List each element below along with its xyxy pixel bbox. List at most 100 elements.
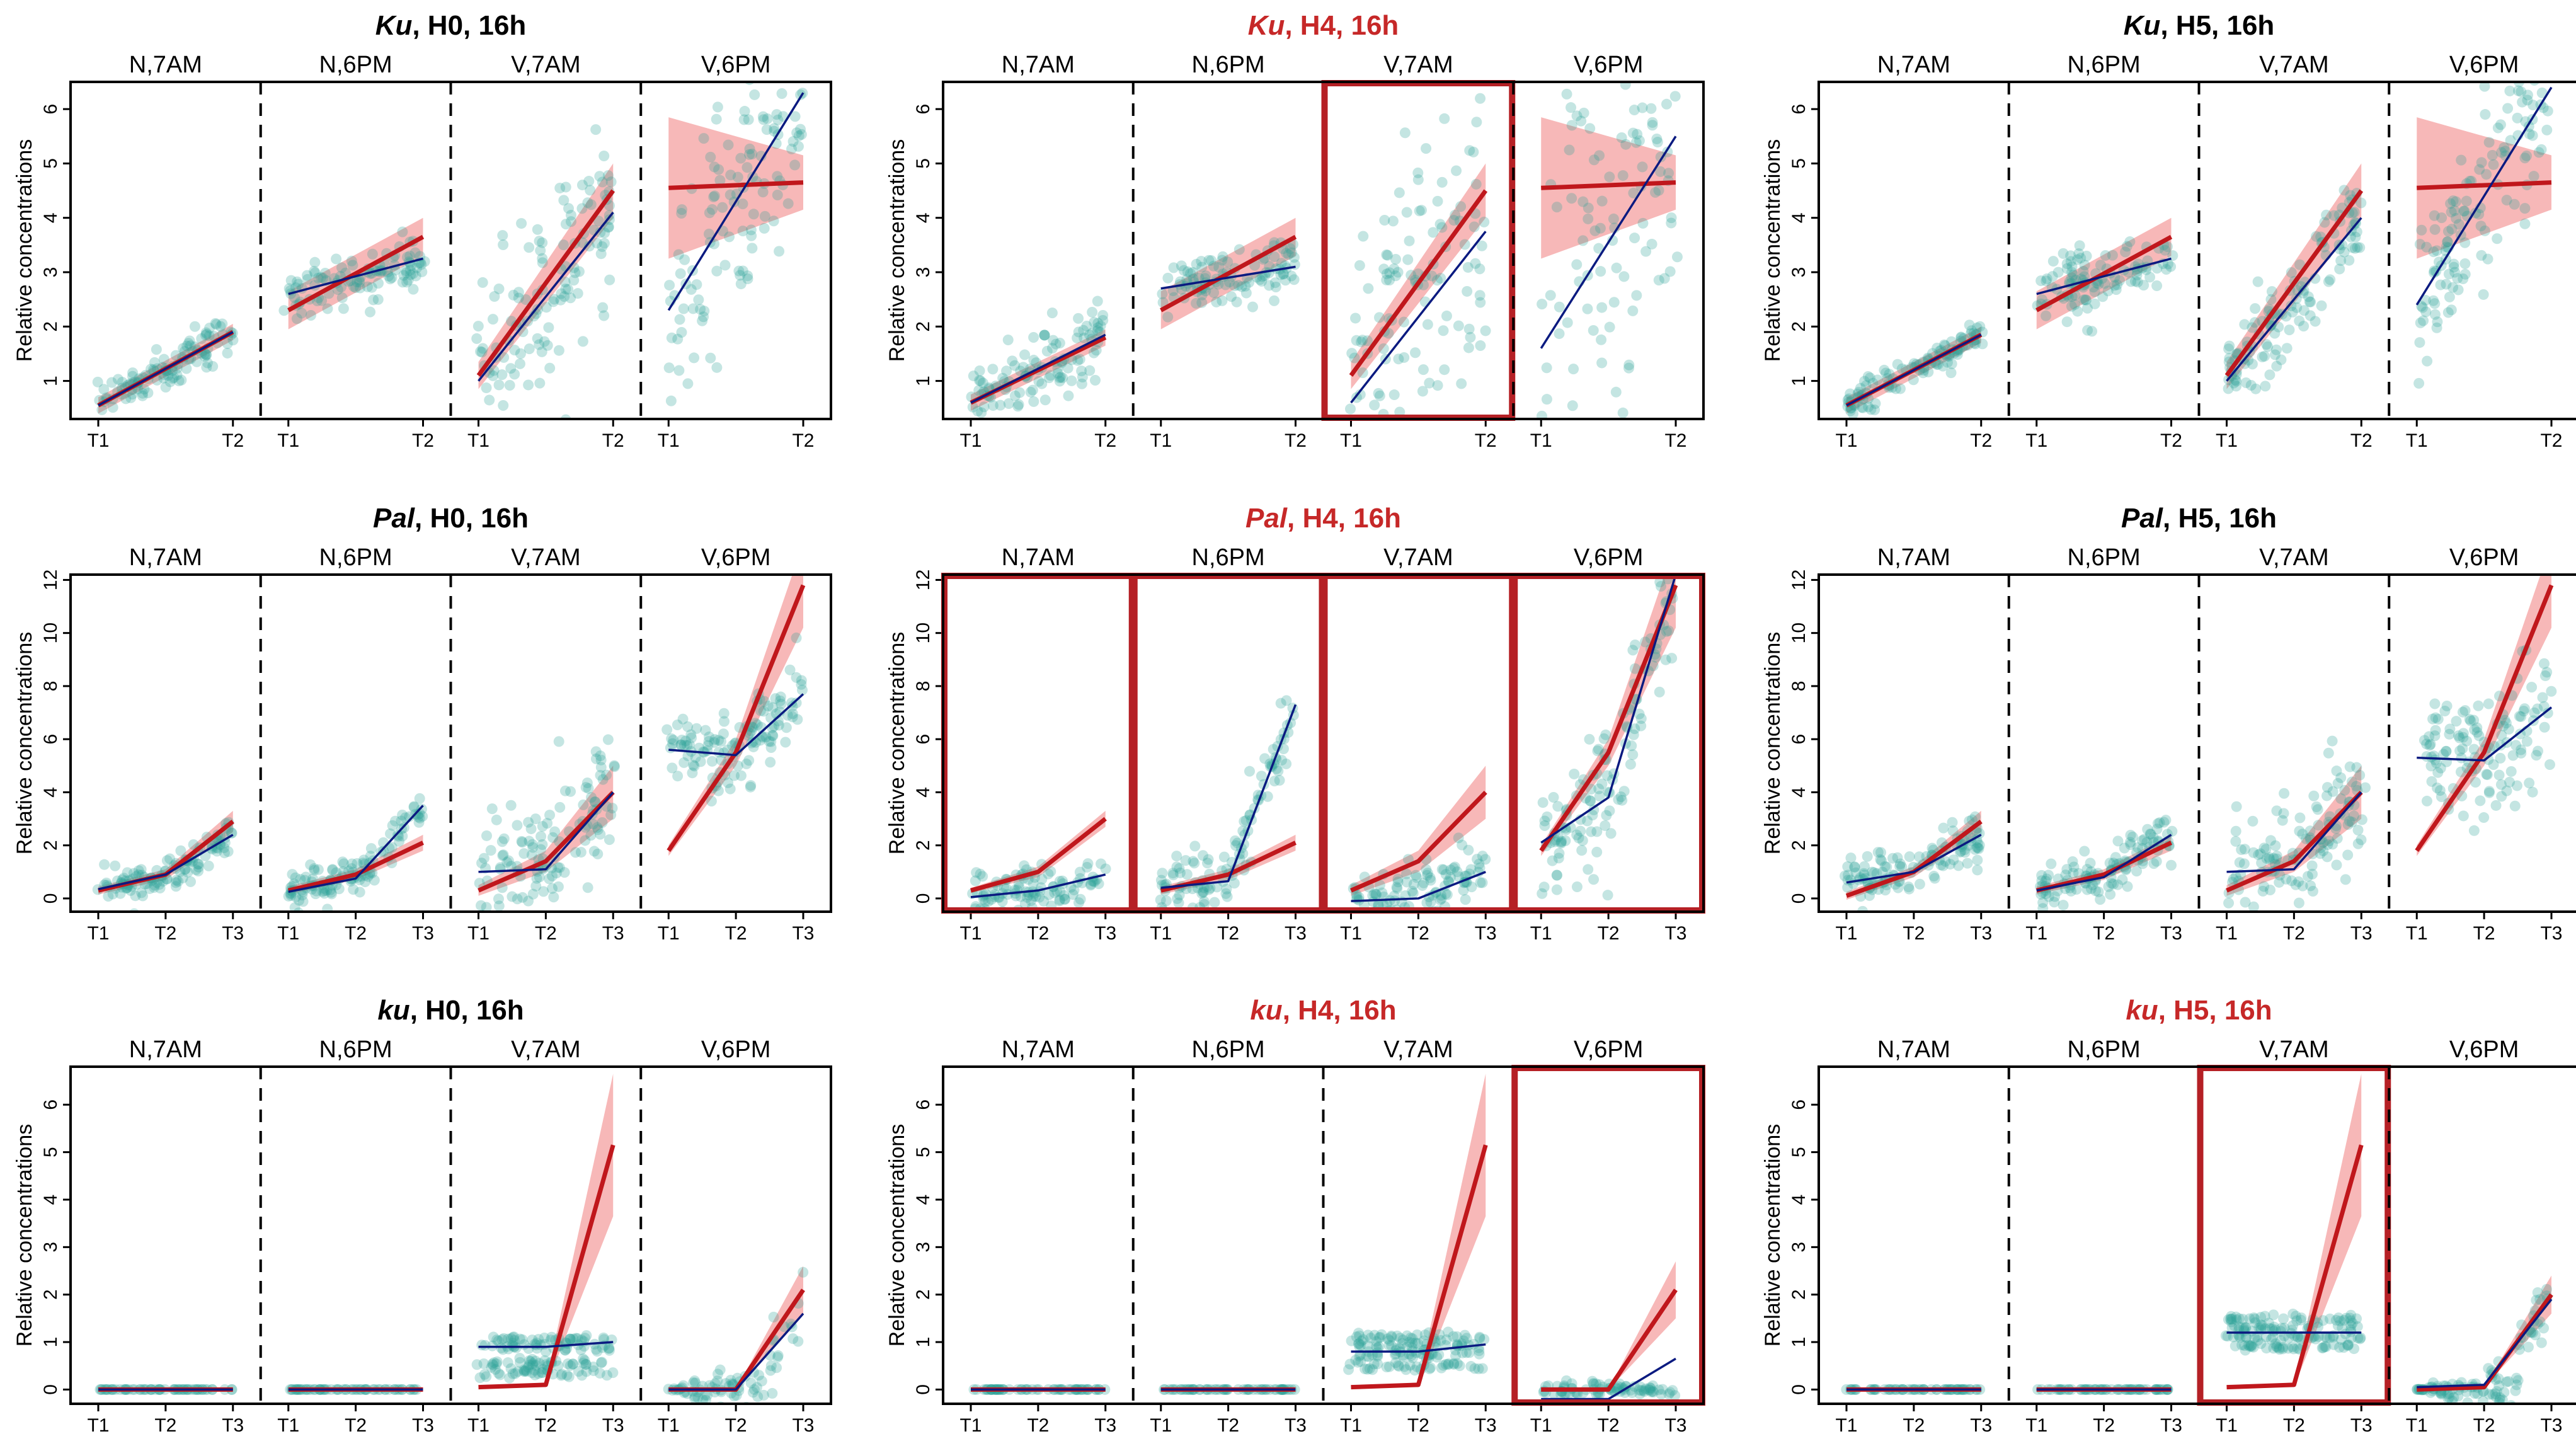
data-point: [2456, 790, 2468, 801]
data-point: [1940, 340, 1951, 352]
data-point: [524, 1355, 535, 1367]
data-point: [347, 260, 358, 271]
data-point: [578, 799, 589, 810]
data-point: [775, 691, 786, 703]
data-point: [305, 310, 316, 321]
data-point: [1432, 195, 1443, 207]
data-point: [285, 275, 297, 286]
data-point: [560, 284, 571, 295]
data-point: [1465, 1361, 1477, 1372]
data-point: [1959, 844, 1971, 856]
data-point: [1231, 296, 1242, 307]
data-point: [2468, 714, 2480, 726]
data-point: [2268, 1343, 2279, 1354]
data-point: [1041, 345, 1053, 357]
data-point: [974, 375, 985, 386]
data-point: [558, 239, 570, 251]
data-point: [2509, 198, 2520, 210]
data-point: [1589, 225, 1601, 236]
data-point: [2539, 721, 2550, 733]
data-point: [2228, 1331, 2239, 1343]
data-point: [1584, 733, 1595, 745]
data-point: [1440, 888, 1451, 900]
data-point: [2482, 253, 2493, 265]
data-point: [2427, 1377, 2439, 1389]
data-point: [1033, 376, 1045, 387]
data-point: [1354, 260, 1365, 271]
data-point: [2512, 112, 2523, 123]
data-point: [689, 760, 700, 772]
data-point: [181, 363, 192, 374]
y-tick-label: 3: [1789, 1242, 1809, 1253]
data-point: [416, 266, 428, 277]
data-point: [2345, 1309, 2357, 1321]
data-point: [1637, 217, 1649, 229]
data-point: [1373, 1341, 1385, 1352]
data-point: [2483, 754, 2494, 766]
subpanel-n7am: T1 T2 T3: [959, 1384, 1116, 1436]
data-point: [798, 1266, 809, 1278]
data-point: [968, 370, 979, 382]
x-tick-label: T3: [602, 923, 624, 944]
data-point: [191, 356, 202, 367]
data-point: [1412, 174, 1424, 185]
data-point: [687, 759, 699, 771]
data-point: [1548, 792, 1559, 803]
data-point: [2532, 703, 2543, 714]
data-point: [2114, 275, 2126, 286]
data-point: [1663, 1389, 1674, 1400]
model-fit-line: [2224, 189, 2364, 377]
data-point: [1346, 348, 1358, 359]
data-point: [1571, 259, 1583, 270]
data-point: [2292, 1343, 2303, 1354]
data-point: [158, 372, 169, 384]
data-point: [1395, 490, 1405, 500]
data-point: [2065, 250, 2076, 261]
data-point: [1185, 268, 1196, 279]
data-point: [1196, 256, 1207, 267]
data-point: [1417, 507, 1428, 518]
data-point: [2277, 1341, 2289, 1353]
data-point: [2505, 135, 2516, 146]
data-point: [2253, 1323, 2265, 1334]
data-point: [2304, 825, 2316, 837]
data-point: [1865, 404, 1877, 415]
data-point: [401, 267, 412, 278]
panel-frame: [942, 81, 1705, 420]
data-fit-line: [98, 834, 234, 890]
data-point: [1378, 263, 1390, 275]
data-point: [353, 274, 365, 285]
data-point: [2351, 226, 2362, 238]
data-point: [1576, 515, 1586, 525]
data-point: [1464, 1347, 1475, 1358]
data-point: [190, 864, 202, 875]
data-point: [2274, 1344, 2285, 1355]
data-point: [2473, 700, 2484, 711]
data-point: [397, 809, 408, 820]
data-fit-line: [668, 693, 804, 757]
data-point: [1613, 794, 1624, 805]
data-point: [2264, 369, 2275, 381]
data-point: [1588, 874, 1600, 885]
data-point: [1372, 1358, 1383, 1370]
data-point: [2261, 339, 2272, 350]
data-point: [685, 729, 697, 740]
data-point: [2499, 714, 2510, 726]
data-point: [554, 801, 566, 813]
data-point: [2295, 1333, 2306, 1345]
subpanel-v6pm: T1 T2 T3: [1511, 1065, 1705, 1436]
data-point: [1461, 1347, 1472, 1358]
data-point: [1842, 881, 1853, 893]
data-point: [603, 221, 614, 232]
data-point: [743, 1401, 749, 1403]
data-point: [543, 322, 554, 333]
data-point: [1093, 878, 1104, 890]
x-tick-label: T3: [602, 1415, 624, 1436]
column-label: N,7AM: [129, 52, 202, 78]
data-point: [2351, 1313, 2362, 1324]
data-point: [1424, 872, 1436, 883]
data-point: [2544, 759, 2555, 770]
x-tick-label: T1: [2406, 1415, 2428, 1436]
data-point: [1974, 321, 1986, 332]
model-fit-line: [2226, 1144, 2364, 1390]
